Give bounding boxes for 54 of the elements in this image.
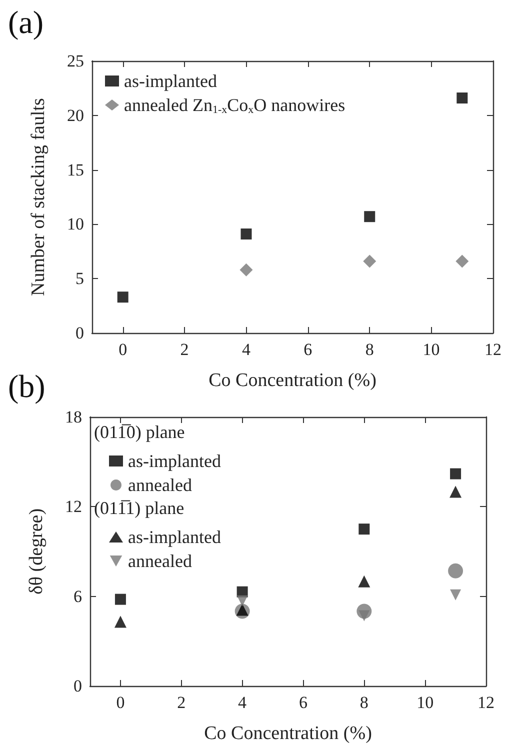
point — [450, 589, 462, 600]
chart-title: (b) — [8, 368, 46, 404]
x-axis-title: Co Concentration (%) — [204, 723, 372, 744]
x-tick-label: 2 — [180, 340, 189, 359]
point — [448, 563, 464, 578]
x-tick-label: 10 — [422, 340, 440, 359]
y-tick-label: 10 — [67, 214, 84, 234]
point — [240, 228, 252, 240]
y-tick-label: 5 — [76, 269, 84, 288]
point — [117, 292, 128, 303]
x-tick-label: 0 — [118, 340, 128, 359]
point — [358, 524, 370, 535]
legend-label: as-implanted — [124, 71, 217, 91]
y-tick-label: 20 — [67, 106, 84, 125]
x-tick-label: 2 — [177, 693, 186, 712]
point — [456, 92, 468, 104]
point — [450, 486, 462, 498]
y-tick-label: 12 — [65, 497, 82, 516]
y-tick-label: 6 — [74, 586, 82, 606]
y-tick-label: 18 — [65, 408, 82, 426]
point — [450, 468, 462, 480]
y-tick-label: 15 — [67, 160, 84, 180]
legend-label: annealed — [128, 551, 192, 571]
annotation: (011̅1) plane — [94, 498, 184, 518]
point — [236, 604, 248, 616]
point — [363, 254, 376, 268]
point — [358, 575, 370, 588]
legend-label: as-implanted — [128, 451, 221, 471]
x-tick-label: 8 — [360, 693, 368, 712]
x-tick-label: 6 — [298, 693, 308, 712]
y-tick-label: 0 — [74, 676, 82, 696]
x-tick-label: 12 — [484, 340, 502, 359]
legend-label: as-implanted — [128, 527, 221, 547]
point — [240, 263, 253, 276]
x-tick-label: 12 — [478, 693, 494, 712]
point — [236, 595, 248, 606]
y-tick-label: 25 — [67, 52, 84, 70]
x-axis-title: Co Concentration (%) — [208, 370, 376, 391]
legend-label: annealed — [128, 475, 192, 495]
point — [114, 594, 126, 605]
y-axis-title: δθ (degree) — [26, 508, 47, 595]
y-tick-label: 0 — [76, 324, 84, 342]
y-axis-title: Number of stacking faults — [28, 98, 49, 296]
x-tick-label: 4 — [238, 693, 248, 712]
point — [364, 211, 376, 222]
point — [114, 616, 126, 628]
annotation: (011̅0) plane — [94, 422, 185, 442]
point — [456, 254, 469, 268]
x-tick-label: 8 — [365, 340, 374, 359]
chart-title: (a) — [8, 4, 44, 40]
x-tick-label: 4 — [242, 340, 251, 359]
x-tick-label: 10 — [416, 693, 434, 712]
x-tick-label: 0 — [116, 693, 125, 712]
x-tick-label: 6 — [304, 340, 312, 359]
